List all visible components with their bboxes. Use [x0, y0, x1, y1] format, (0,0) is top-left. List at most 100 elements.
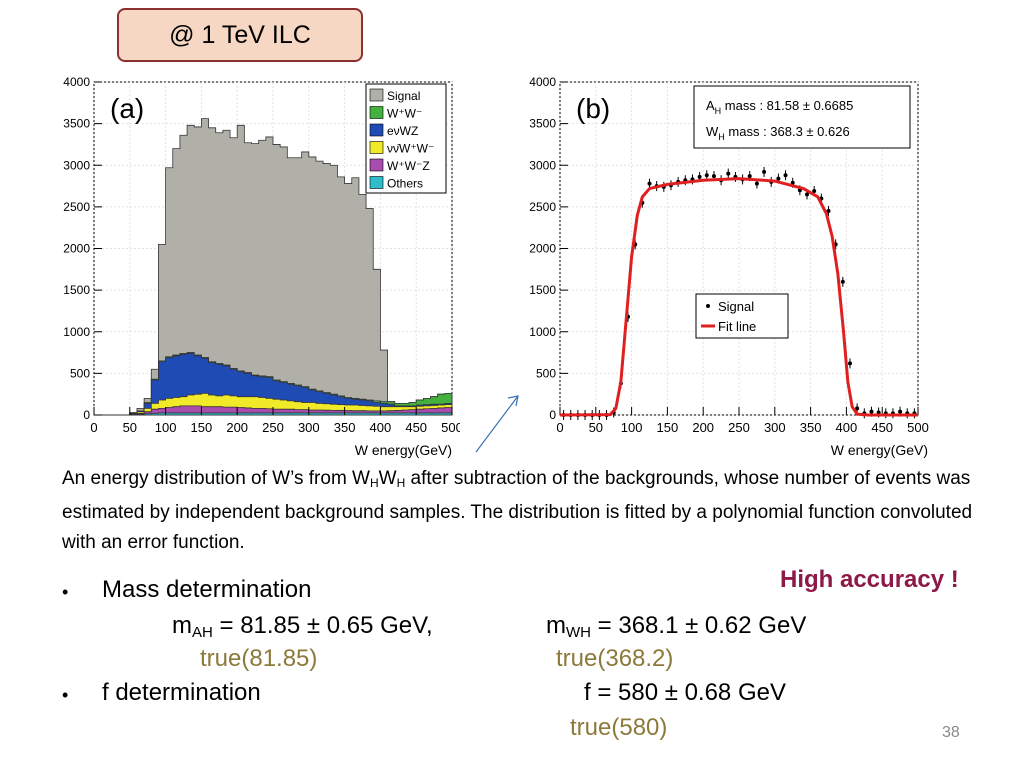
- chart-b-xtick-label: 100: [621, 420, 643, 435]
- bullet-f-label: f determination: [102, 679, 261, 706]
- chart-b-stat-line: WH mass : 368.3 ± 0.626: [706, 124, 850, 142]
- pointer-arrow: [475, 395, 519, 453]
- chart-b-ytick-label: 0: [549, 408, 556, 422]
- figure-caption: An energy distribution of W’s from WHWH …: [62, 464, 982, 558]
- chart-a-xtick-label: 450: [405, 420, 427, 435]
- chart-a-ytick-label: 3500: [63, 117, 90, 131]
- chart-a-ytick-label: 0: [83, 408, 90, 422]
- bullet-mass-label: Mass determination: [102, 576, 312, 603]
- chart-a-xtick-label: 400: [370, 420, 392, 435]
- true-value-wh: true(368.2): [556, 645, 674, 672]
- bullet-icon: •: [62, 582, 69, 602]
- chart-b-data-point: [762, 169, 767, 174]
- chart-a-legend-label: eνWZ: [387, 124, 418, 138]
- chart-a-xtick-label: 350: [334, 420, 356, 435]
- true-value-f: true(580): [570, 714, 668, 741]
- formula-m-wh: mWH = 368.1 ± 0.62 GeV: [546, 612, 806, 641]
- chart-b-legend-box: [695, 293, 789, 339]
- chart-a-ytick-label: 3000: [63, 158, 90, 172]
- chart-b-ytick-label: 1500: [529, 283, 556, 297]
- chart-b-data-point: [711, 174, 716, 179]
- chart-a-xtick-label: 300: [298, 420, 320, 435]
- formula-m-ah-symbol: m: [172, 612, 192, 639]
- chart-a-xtick-label: 100: [155, 420, 177, 435]
- arrow-line: [475, 395, 519, 453]
- chart-b-ytick-label: 3000: [529, 158, 556, 172]
- chart-b-stats-box: AH mass : 81.58 ± 0.6685 WH mass : 368.3 …: [693, 85, 911, 149]
- chart-a-xtick-label: 200: [226, 420, 248, 435]
- chart-b-xtick-label: 0: [556, 420, 563, 435]
- formula-m-ah: mAH = 81.85 ± 0.65 GeV,: [172, 612, 433, 641]
- chart-a-legend-label: Others: [387, 177, 423, 191]
- chart-b-ytick-label: 3500: [529, 117, 556, 131]
- chart-b-fit-line: [559, 177, 918, 417]
- chart-a-ytick-label: 2000: [63, 242, 90, 256]
- chart-b-legend-label: Signal: [718, 299, 754, 314]
- formula-f: f = 580 ± 0.68 GeV: [584, 679, 786, 706]
- chart-b-data-point: [898, 409, 903, 414]
- chart-a-ytick-label: 2500: [63, 200, 90, 214]
- page-number: 38: [942, 724, 960, 741]
- chart-b-ytick-label: 4000: [529, 75, 556, 89]
- chart-a-xtick-label: 250: [262, 420, 284, 435]
- chart-a-ytick-label: 1500: [63, 283, 90, 297]
- chart-b-xtick-label: 200: [692, 420, 714, 435]
- chart-b-data-point: [805, 192, 810, 197]
- chart-a-legend-box: [365, 83, 447, 194]
- chart-b-xtick-label: 350: [800, 420, 822, 435]
- chart-b: 0 500 1000 1500 2000 2500 3000 3500 4000 0 50 100 15…: [529, 75, 929, 458]
- chart-b-data-point: [754, 181, 759, 186]
- chart-b-data-point: [776, 176, 781, 181]
- formula-m-wh-sub: WH: [566, 624, 591, 641]
- chart-a-legend-label: W⁺W⁻: [387, 107, 422, 121]
- formula-m-wh-value: = 368.1 ± 0.62 GeV: [591, 612, 807, 639]
- chart-a-legend-swatch: [369, 176, 384, 189]
- chart-b-xtick-label: 250: [728, 420, 750, 435]
- chart-a-legend-label: νν̄W⁺W⁻: [387, 142, 434, 156]
- chart-a-legend-swatch: [369, 141, 384, 154]
- slide-title: @ 1 TeV ILC: [169, 20, 311, 49]
- caption-text-3: after subtraction of the backgrounds, wh…: [62, 468, 973, 553]
- chart-b-xtick-label: 150: [657, 420, 679, 435]
- formula-m-wh-symbol: m: [546, 612, 566, 639]
- chart-b-xtick-label: 400: [836, 420, 858, 435]
- chart-b-data-point: [855, 406, 860, 411]
- chart-a-ytick-label: 4000: [63, 75, 90, 89]
- chart-a-ytick-label: 500: [70, 366, 90, 380]
- chart-a-xtick-label: 150: [191, 420, 213, 435]
- chart-a-xtick-label: 50: [123, 420, 137, 435]
- chart-b-ytick-label: 2000: [529, 242, 556, 256]
- slide-title-box: @ 1 TeV ILC: [117, 8, 363, 62]
- chart-b-data-point: [869, 409, 874, 414]
- chart-b-stat-line: AH mass : 81.58 ± 0.6685: [706, 98, 853, 116]
- caption-sub-2: H: [396, 476, 406, 490]
- chart-b-data-point: [783, 173, 788, 178]
- chart-a-legend-label: Signal: [387, 89, 420, 103]
- chart-b-legend-marker: [706, 304, 710, 308]
- true-value-ah: true(81.85): [200, 645, 318, 672]
- chart-b-legend-label: Fit line: [718, 319, 756, 334]
- chart-b-data-point: [812, 189, 817, 194]
- chart-b-data-point: [697, 174, 702, 179]
- chart-b-data-point: [726, 171, 731, 176]
- chart-a-panel-label: (a): [110, 93, 144, 124]
- chart-a-legend-swatch: [369, 158, 384, 172]
- chart-b-data-point: [704, 173, 709, 178]
- formula-m-ah-sub: AH: [192, 624, 213, 641]
- chart-b-data-point: [840, 279, 845, 284]
- chart-b-xtick-label: 450: [871, 420, 893, 435]
- chart-b-xtick-label: 500: [907, 420, 929, 435]
- chart-b-xlabel: W energy(GeV): [831, 442, 928, 458]
- chart-b-xtick-label: 300: [764, 420, 786, 435]
- chart-a-ytick-label: 1000: [63, 325, 90, 339]
- chart-b-legend: Signal Fit line: [695, 293, 789, 339]
- chart-a-xlabel: W energy(GeV): [355, 442, 452, 458]
- caption-text-2: W: [378, 468, 397, 489]
- chart-b-data-point: [826, 209, 831, 214]
- chart-b-panel-label: (b): [576, 93, 610, 124]
- arrow-head: [507, 395, 519, 407]
- chart-b-data-point: [790, 180, 795, 185]
- caption-text-1: An energy distribution of W’s from W: [62, 468, 370, 489]
- chart-a-legend: Signal W⁺W⁻ eνWZ νν̄W⁺W⁻ W⁺W⁻Z Others: [365, 83, 447, 194]
- chart-b-data-point: [647, 181, 652, 186]
